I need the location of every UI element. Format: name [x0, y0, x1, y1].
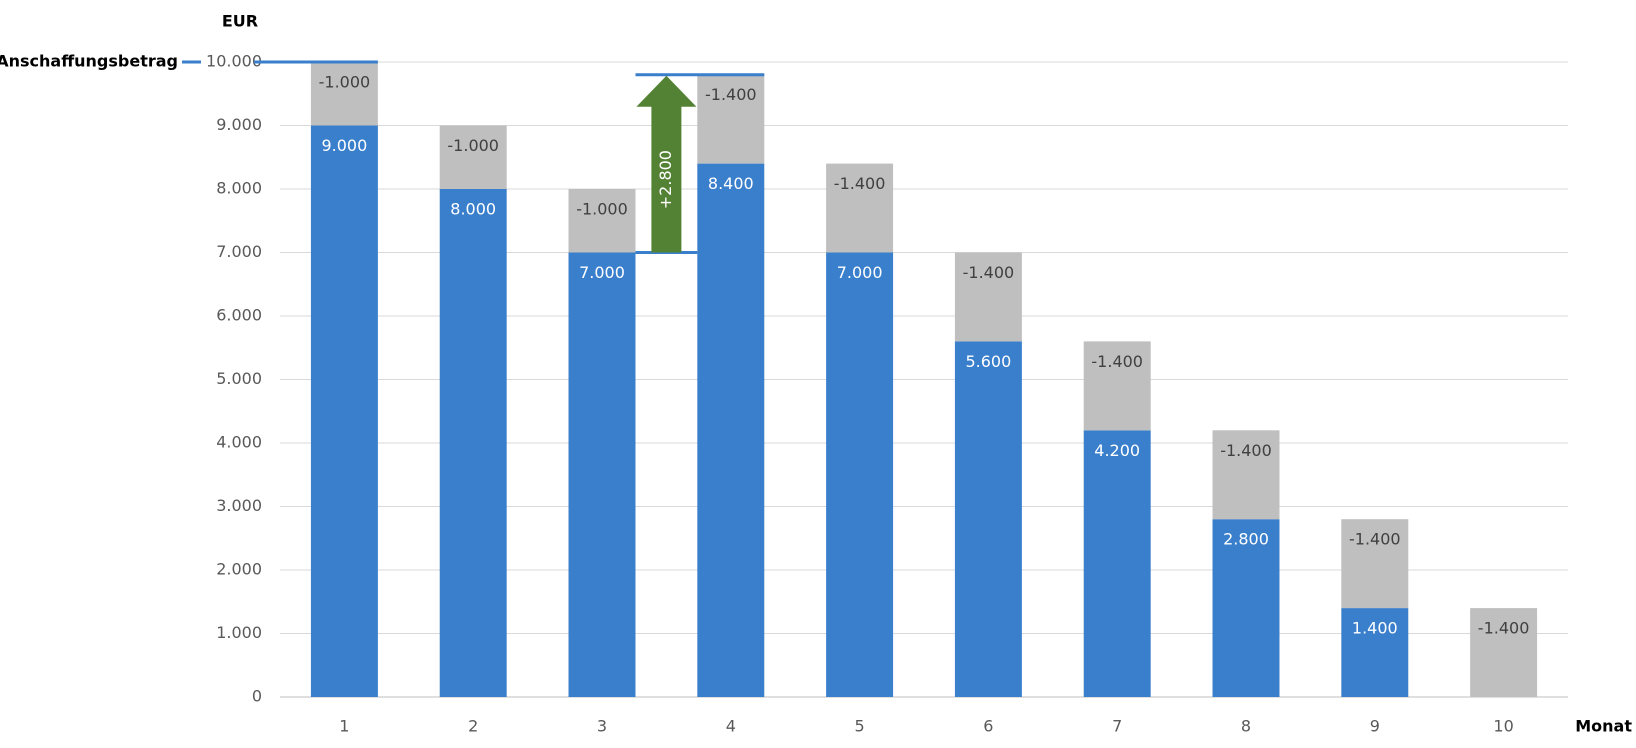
bar-segment	[697, 74, 765, 164]
x-tick-label: 1	[339, 717, 349, 736]
data-label: -1.000	[576, 200, 628, 219]
data-label: -1.000	[447, 136, 499, 155]
data-label: -1.400	[1478, 619, 1530, 638]
bar-segment	[1470, 608, 1538, 697]
data-label: 1.400	[1352, 619, 1398, 638]
y-tick-label: 3.000	[216, 496, 262, 515]
data-label: -1.400	[1091, 352, 1143, 371]
bar-segment	[1341, 608, 1409, 697]
bar-segment	[1083, 341, 1151, 431]
bar-segment	[697, 163, 765, 698]
x-tick-label: 8	[1241, 717, 1251, 736]
bar-segment	[1212, 430, 1280, 520]
y-tick-label: 7.000	[216, 242, 262, 261]
y-tick-label: 10.000	[206, 52, 262, 71]
bar-segment	[310, 125, 378, 697]
y-tick-label: 9.000	[216, 115, 262, 134]
bar-segment	[568, 252, 636, 697]
x-tick-label: 10	[1493, 717, 1513, 736]
y-axis-label: EUR	[222, 12, 258, 31]
data-label: -1.400	[1220, 441, 1272, 460]
bar-segment	[439, 125, 507, 189]
data-label: -1.400	[1349, 530, 1401, 549]
y-tick-label: 2.000	[216, 560, 262, 579]
x-tick-label: 6	[983, 717, 993, 736]
arrow-label: +2.800	[656, 150, 675, 209]
data-label: 2.800	[1223, 530, 1269, 549]
bar-segment	[1083, 430, 1151, 697]
y-tick-label: 8.000	[216, 179, 262, 198]
bar-segment	[954, 252, 1022, 342]
x-tick-label: 7	[1112, 717, 1122, 736]
y-tick-label: 6.000	[216, 306, 262, 325]
data-label: -1.400	[834, 174, 886, 193]
bar-segment	[310, 62, 378, 126]
x-tick-label: 5	[855, 717, 865, 736]
reference-label: Anschaffungsbetrag	[0, 52, 178, 71]
data-label: 8.400	[708, 174, 754, 193]
y-tick-label: 0	[252, 687, 262, 706]
x-tick-label: 3	[597, 717, 607, 736]
data-label: 7.000	[579, 263, 625, 282]
bar-segment	[826, 252, 894, 697]
data-label: 9.000	[321, 136, 367, 155]
arrow	[636, 75, 697, 253]
x-tick-label: 2	[468, 717, 478, 736]
bar-segment	[954, 341, 1022, 697]
y-tick-label: 1.000	[216, 623, 262, 642]
data-label: -1.400	[963, 263, 1015, 282]
x-tick-label: 4	[726, 717, 736, 736]
data-label: 8.000	[450, 200, 496, 219]
bar-segment	[568, 189, 636, 253]
bar-segment	[439, 189, 507, 697]
y-tick-label: 5.000	[216, 369, 262, 388]
bar-segment	[1341, 519, 1409, 609]
x-axis-label: Monat	[1575, 717, 1632, 736]
data-label: 7.000	[837, 263, 883, 282]
data-label: -1.000	[319, 73, 371, 92]
x-tick-label: 9	[1370, 717, 1380, 736]
data-label: 5.600	[965, 352, 1011, 371]
data-label: -1.400	[705, 85, 757, 104]
bar-segment	[1212, 519, 1280, 697]
y-tick-label: 4.000	[216, 433, 262, 452]
bar-segment	[826, 163, 894, 253]
data-label: 4.200	[1094, 441, 1140, 460]
